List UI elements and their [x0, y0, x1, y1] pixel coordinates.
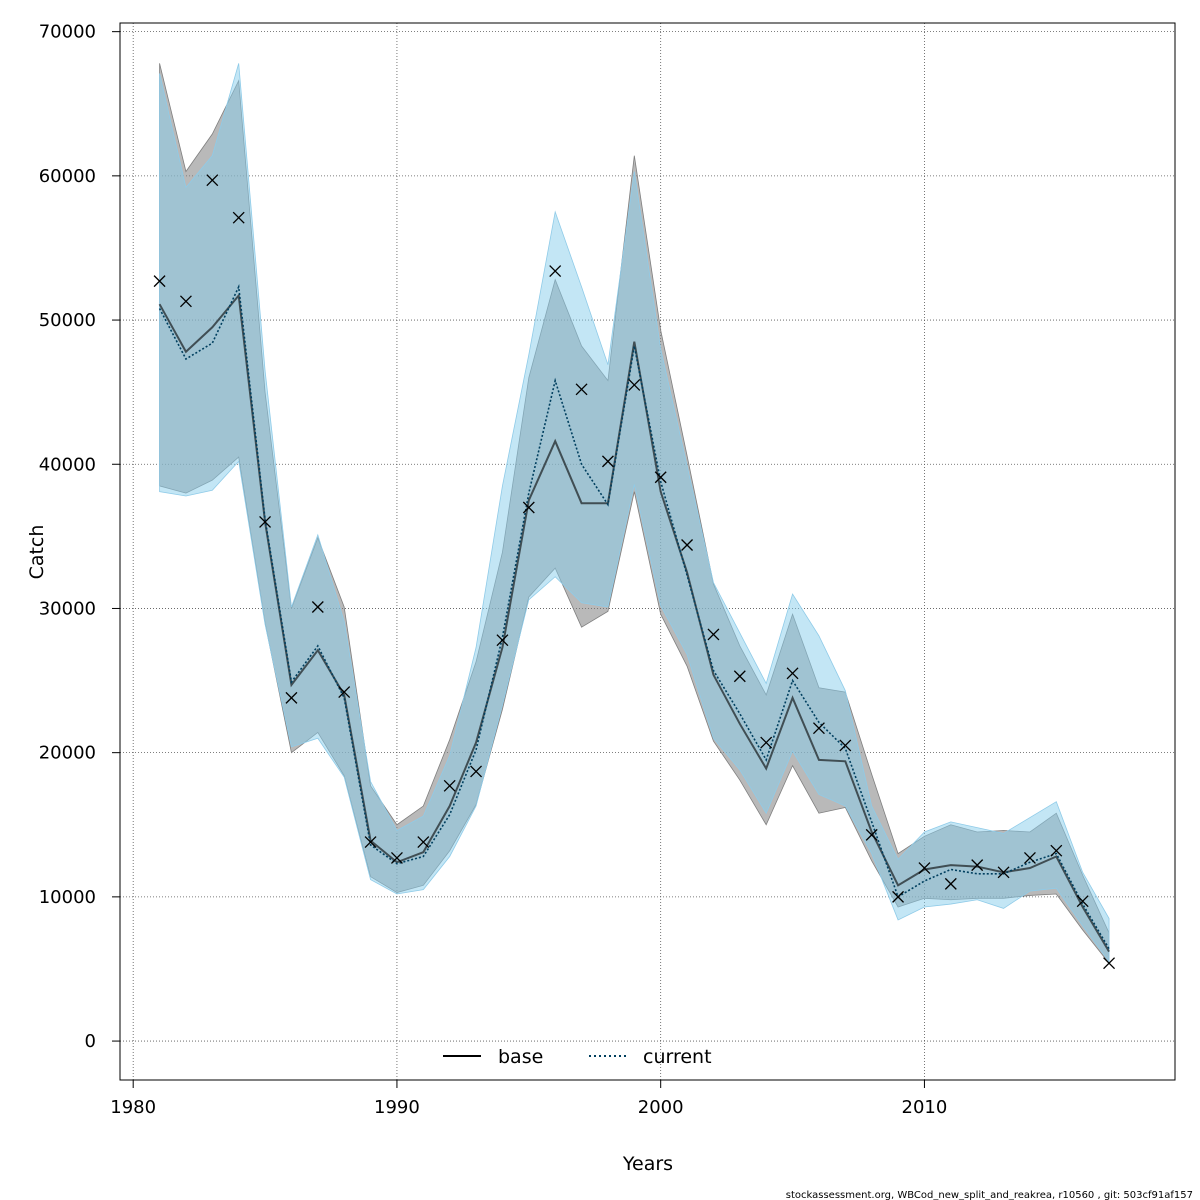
observed-point	[892, 890, 905, 903]
x-tick-label: 1990	[374, 1097, 420, 1118]
observed-point	[628, 378, 641, 391]
confidence-bands	[159, 63, 1110, 965]
observed-point	[1023, 851, 1036, 864]
observed-point	[179, 295, 192, 308]
x-tick-label: 1980	[110, 1097, 156, 1118]
observed-point	[812, 722, 825, 735]
y-tick-label: 60000	[39, 166, 96, 187]
y-tick-label: 70000	[39, 22, 96, 43]
observed-point	[997, 866, 1010, 879]
observed-point	[839, 739, 852, 752]
observed-point	[390, 851, 403, 864]
observed-point	[549, 265, 562, 277]
y-tick-label: 20000	[39, 743, 96, 764]
observed-point	[153, 275, 166, 288]
legend-current-label: current	[643, 1046, 712, 1068]
legend: base current	[443, 1046, 712, 1068]
y-tick-label: 30000	[39, 598, 96, 619]
observed-point	[918, 862, 931, 874]
observed-point	[944, 877, 957, 890]
x-tick-label: 2010	[902, 1097, 948, 1118]
observed-markers	[153, 174, 1116, 970]
footer-text: stockassessment.org, WBCod_new_split_and…	[786, 1190, 1193, 1200]
axes: 1980 1990 2000 2010 0 10000 20000 30000 40000 500…	[39, 22, 948, 1118]
y-tick-label: 40000	[39, 454, 96, 475]
legend-base-label: base	[498, 1046, 543, 1068]
observed-point	[470, 765, 483, 778]
observed-point	[1103, 957, 1116, 970]
observed-point	[786, 667, 799, 680]
y-axis-title: Catch	[26, 525, 48, 580]
observed-point	[681, 539, 694, 551]
observed-point	[1050, 844, 1063, 857]
observed-point	[364, 836, 377, 849]
observed-point	[259, 515, 272, 528]
x-tick-label: 2000	[638, 1097, 684, 1118]
observed-point	[733, 670, 746, 683]
observed-point	[232, 211, 245, 224]
y-tick-label: 0	[85, 1031, 96, 1052]
x-axis-title: Years	[622, 1153, 673, 1175]
observed-point	[601, 455, 614, 468]
y-tick-label: 10000	[39, 887, 96, 908]
observed-point	[1076, 895, 1089, 908]
line-current	[158, 283, 1110, 950]
observed-point	[760, 736, 773, 749]
observed-point	[707, 628, 720, 641]
observed-point	[522, 501, 535, 514]
observed-point	[865, 828, 878, 841]
band-current	[159, 63, 1110, 963]
y-tick-label: 50000	[39, 310, 96, 331]
series-lines	[158, 283, 1110, 953]
observed-point	[285, 691, 298, 704]
observed-point	[338, 686, 351, 699]
observed-point	[575, 383, 588, 396]
line-base	[158, 293, 1110, 953]
observed-point	[496, 634, 509, 647]
observed-point	[971, 859, 984, 872]
observed-point	[311, 601, 324, 613]
observed-point	[206, 174, 219, 187]
observed-point	[417, 836, 430, 849]
observed-point	[654, 471, 667, 484]
observed-point	[443, 779, 456, 792]
